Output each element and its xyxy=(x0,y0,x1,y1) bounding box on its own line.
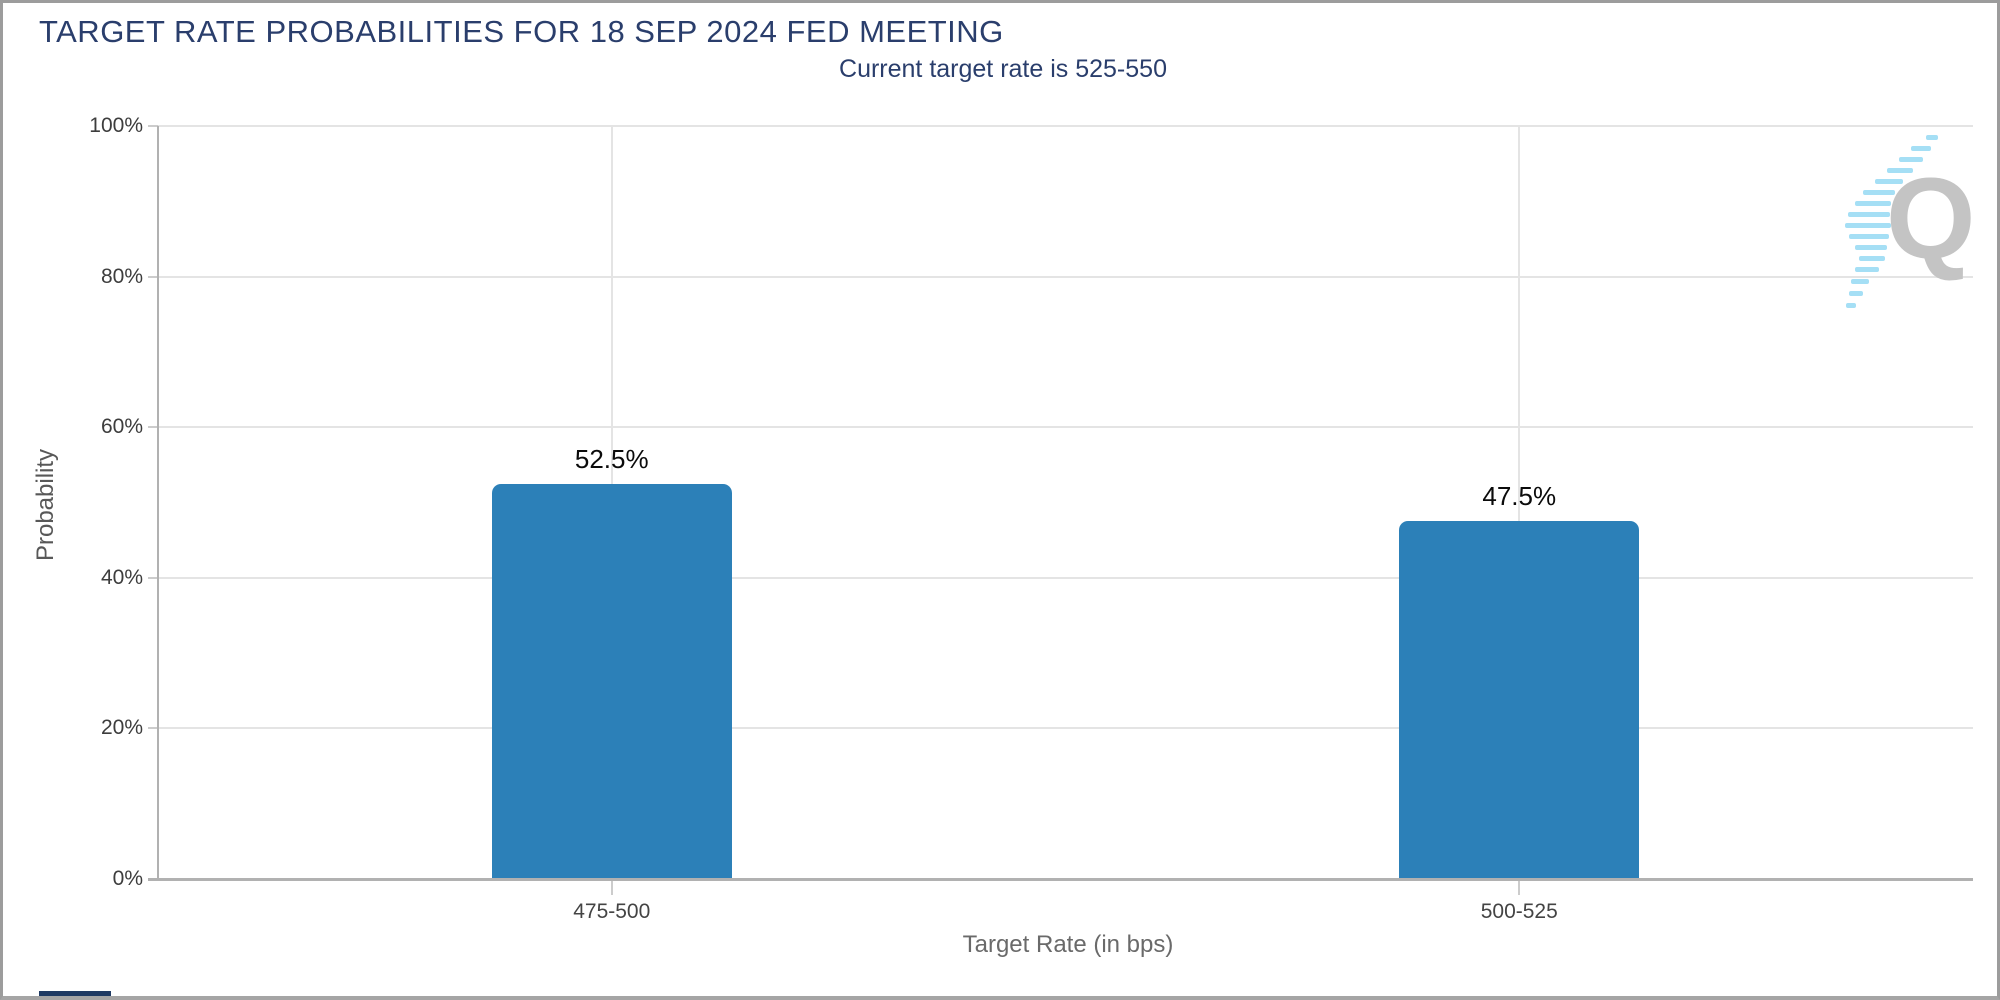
probability-bar[interactable] xyxy=(1399,521,1640,878)
plot-area: 0% 20% 40% 60% 80% 100% 52.5% 475-500 47.5% 500-5… xyxy=(3,3,1997,996)
y-axis-tick xyxy=(148,727,158,730)
watermark-stripe xyxy=(1875,179,1903,184)
x-axis-tick xyxy=(1518,879,1521,895)
watermark-stripe xyxy=(1863,190,1895,195)
q-logo-icon: Q xyxy=(1886,155,1976,283)
y-axis-tick xyxy=(148,576,158,579)
y-axis-line xyxy=(157,126,159,879)
watermark-stripe xyxy=(1855,201,1891,206)
watermark-stripe xyxy=(1899,157,1923,162)
y-tick-label: 0% xyxy=(112,867,143,890)
watermark-stripe xyxy=(1887,168,1913,173)
category-label: 500-525 xyxy=(1480,900,1558,923)
x-axis-title: Target Rate (in bps) xyxy=(962,931,1174,958)
x-axis-line xyxy=(148,878,1973,881)
y-gridline xyxy=(158,275,1973,278)
y-gridline xyxy=(158,125,1973,127)
chart-title: TARGET RATE PROBABILITIES FOR 18 SEP 202… xyxy=(39,14,1004,49)
watermark-stripe xyxy=(1926,135,1938,140)
category-label: 475-500 xyxy=(573,900,651,923)
y-axis-tick xyxy=(148,275,158,278)
y-tick-label: 20% xyxy=(100,716,143,740)
y-tick-label: 100% xyxy=(89,114,143,137)
x-gridline xyxy=(1518,126,1521,879)
y-gridline xyxy=(158,727,1973,730)
watermark-stripe xyxy=(1859,256,1885,261)
watermark-stripe xyxy=(1855,267,1879,272)
bar-value-label: 52.5% xyxy=(574,443,649,474)
footer-logo-sliver xyxy=(39,991,111,996)
y-gridline xyxy=(158,576,1973,579)
y-tick-label: 40% xyxy=(100,565,143,589)
watermark-stripe xyxy=(1911,146,1931,151)
y-axis-tick xyxy=(148,426,158,429)
probability-bar[interactable] xyxy=(491,483,732,878)
watermark-stripe xyxy=(1851,279,1869,284)
chart-subtitle: Current target rate is 525-550 xyxy=(839,55,1167,83)
watermark-stripe xyxy=(1846,303,1856,308)
y-tick-label: 60% xyxy=(100,415,143,439)
bar-value-label: 47.5% xyxy=(1482,481,1557,512)
x-axis-tick xyxy=(610,879,613,895)
y-axis-tick xyxy=(148,125,158,127)
watermark-stripe xyxy=(1855,245,1887,250)
y-gridline xyxy=(158,426,1973,429)
quikstrike-logo-watermark: Q xyxy=(1838,123,1997,323)
watermark-stripe xyxy=(1845,223,1891,228)
y-tick-label: 80% xyxy=(100,264,143,288)
watermark-stripe xyxy=(1848,212,1890,217)
watermark-stripe xyxy=(1849,234,1889,239)
watermark-stripe xyxy=(1849,291,1863,296)
